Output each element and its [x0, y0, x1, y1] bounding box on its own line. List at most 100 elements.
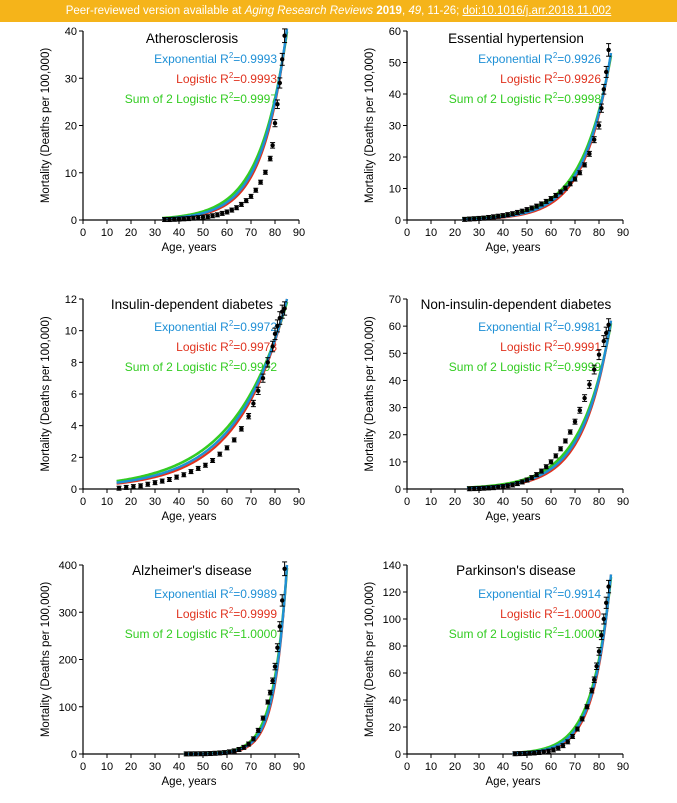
data-point: [263, 170, 268, 175]
data-point: [217, 451, 222, 457]
data-point: [505, 483, 510, 488]
y-tick-label: 50: [389, 58, 401, 70]
data-point: [577, 170, 582, 175]
data-point: [572, 419, 578, 424]
y-tick-label: 30: [389, 403, 401, 415]
data-point: [548, 196, 554, 201]
legend-superscript: 2: [229, 319, 234, 328]
data-point: [606, 322, 611, 327]
data-point: [592, 677, 597, 682]
legend-value: =0.9993: [233, 52, 277, 66]
chart-panel-2: 0 10 20 30 40 50 60 70 80 90 0 10 20 30 40 50 60 Age, yea…: [364, 26, 629, 254]
data-point: [239, 202, 244, 207]
data-point: [275, 102, 280, 107]
data-point: [212, 751, 218, 756]
data-point: [515, 210, 520, 215]
x-tick-label: 60: [221, 496, 233, 508]
banner-prefix: Peer-reviewed version available at: [65, 5, 245, 17]
legend-label: Sum of 2 Logistic R: [449, 627, 553, 641]
y-tick-label: 70: [389, 294, 401, 306]
data-point: [186, 216, 191, 221]
y-axis-label: Mortality (Deaths per 100,000): [364, 582, 376, 737]
banner-journal: Aging Research Reviews: [244, 5, 374, 17]
x-tick-label: 20: [125, 496, 137, 508]
x-tick-label: 30: [473, 496, 485, 508]
data-point: [565, 739, 570, 745]
x-axis-label: Age, years: [162, 242, 217, 254]
chart-title: Non-insulin-dependent diabetes: [421, 297, 612, 312]
data-point: [258, 180, 263, 185]
legend-label: Exponential R: [154, 320, 229, 334]
data-point: [167, 477, 172, 482]
x-axis-label: Age, years: [162, 511, 217, 523]
data-point: [234, 205, 239, 210]
x-tick-label: 30: [149, 496, 161, 508]
x-tick-label: 60: [545, 496, 557, 508]
legend-label: Exponential R: [154, 52, 229, 66]
data-point: [246, 413, 251, 419]
preprint-banner: Peer-reviewed version available at Aging…: [0, 0, 677, 22]
x-tick-label: 10: [425, 761, 437, 773]
y-tick-label: 0: [395, 749, 401, 761]
banner-volume: 49: [408, 5, 422, 17]
data-point: [176, 216, 182, 222]
y-tick-label: 40: [389, 375, 401, 387]
data-point: [551, 747, 556, 753]
doi-link[interactable]: doi:10.1016/j.arr.2018.11.002: [462, 5, 612, 17]
data-point: [534, 472, 539, 477]
x-tick-label: 90: [617, 496, 629, 508]
data-point: [580, 716, 585, 722]
data-point: [500, 484, 506, 489]
data-point: [467, 216, 472, 222]
data-point: [599, 105, 604, 111]
chart-panel-6: 0 10 20 30 40 50 60 70 80 90 0 20 40 60 80 100 120 140 Age…: [364, 560, 629, 788]
chart-panel-4: 0 10 20 30 40 50 60 70 80 90 0 10 20 30 40 50 60 70 Age, y…: [364, 294, 629, 523]
x-tick-label: 70: [245, 496, 257, 508]
y-tick-label: 40: [389, 89, 401, 101]
data-point: [217, 750, 222, 756]
x-tick-label: 80: [269, 496, 281, 508]
data-point: [280, 598, 285, 603]
data-point: [270, 678, 275, 683]
y-tick-label: 40: [65, 26, 77, 38]
y-tick-label: 6: [71, 389, 77, 401]
data-point: [282, 566, 287, 571]
legend-entry: Sum of 2 Logistic R2=0.9992: [125, 359, 278, 374]
data-point: [215, 212, 220, 218]
x-tick-label: 80: [269, 761, 281, 773]
data-point: [193, 751, 198, 757]
legend-label: Logistic R: [500, 340, 553, 354]
data-point: [604, 600, 609, 605]
x-tick-label: 20: [449, 496, 461, 508]
x-tick-label: 60: [221, 761, 233, 773]
banner-pages: , 11-26;: [421, 5, 463, 17]
x-tick-label: 50: [521, 761, 533, 773]
data-point: [241, 745, 246, 750]
data-point: [472, 216, 477, 221]
data-point: [277, 624, 282, 629]
legend-value: =0.9999: [557, 360, 601, 374]
y-tick-label: 120: [383, 587, 401, 599]
y-tick-label: 60: [389, 26, 401, 38]
x-tick-label: 90: [293, 496, 305, 508]
data-point: [560, 743, 566, 748]
data-point: [227, 749, 232, 755]
data-point: [575, 726, 580, 732]
data-point: [251, 401, 256, 406]
y-tick-label: 20: [389, 430, 401, 442]
x-tick-label: 40: [497, 496, 509, 508]
y-axis-label: Mortality (Deaths per 100,000): [364, 48, 376, 203]
y-tick-label: 100: [59, 702, 77, 714]
legend-entry: Exponential R2=0.9989: [154, 586, 277, 601]
data-point: [251, 736, 256, 742]
x-tick-label: 60: [221, 227, 233, 239]
data-point: [563, 185, 568, 191]
data-point: [116, 486, 122, 491]
data-point: [486, 215, 491, 220]
x-tick-label: 0: [404, 227, 410, 239]
data-point: [601, 338, 606, 344]
data-point: [272, 120, 278, 126]
data-point: [546, 748, 551, 754]
chart-title: Insulin-dependent diabetes: [111, 297, 273, 312]
data-point: [210, 213, 215, 218]
